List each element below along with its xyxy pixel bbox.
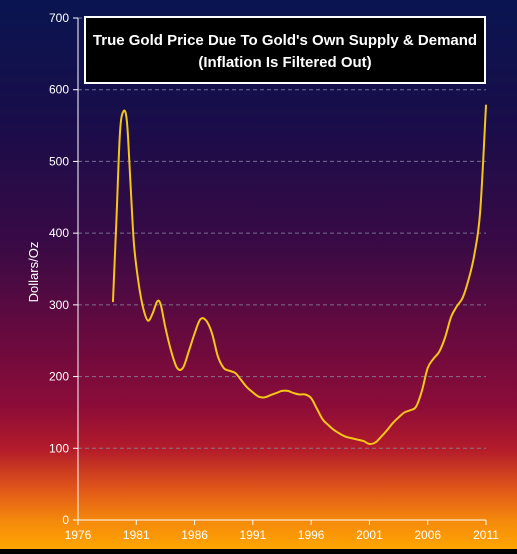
y-tick-label: 200	[49, 370, 69, 384]
y-tick-label: 500	[49, 154, 69, 168]
x-tick-label: 1976	[65, 528, 92, 542]
y-tick-label: 0	[62, 513, 69, 527]
chart-title: True Gold Price Due To Gold's Own Supply…	[93, 32, 477, 49]
x-tick-labels: 1976 1981 1986 1991 1996 2001 2006 2011	[65, 528, 500, 542]
x-tick-label: 1991	[240, 528, 267, 542]
y-tick-label: 700	[49, 11, 69, 25]
x-tick-label: 2001	[356, 528, 383, 542]
y-tick-label: 100	[49, 441, 69, 455]
grid-lines	[78, 17, 486, 449]
y-axis-label: Dollars/Oz	[26, 242, 41, 303]
x-tick-label: 1996	[298, 528, 325, 542]
x-tick-label: 2011	[473, 528, 499, 542]
x-tick-label: 2006	[414, 528, 441, 542]
title-box: True Gold Price Due To Gold's Own Supply…	[84, 16, 486, 84]
x-tick-label: 1986	[181, 528, 208, 542]
y-tick-label: 300	[49, 298, 69, 312]
y-tick-labels: 0 100 200 300 400 500 600 700	[49, 11, 69, 527]
x-tick-label: 1981	[123, 528, 150, 542]
axes	[73, 17, 487, 525]
y-tick-label: 600	[49, 83, 69, 97]
series-line-gold-price	[111, 104, 487, 446]
y-tick-label: 400	[49, 226, 69, 240]
chart-subtitle: (Inflation Is Filtered Out)	[198, 54, 371, 71]
series-layer	[111, 104, 487, 446]
title-box-frame	[84, 16, 486, 84]
